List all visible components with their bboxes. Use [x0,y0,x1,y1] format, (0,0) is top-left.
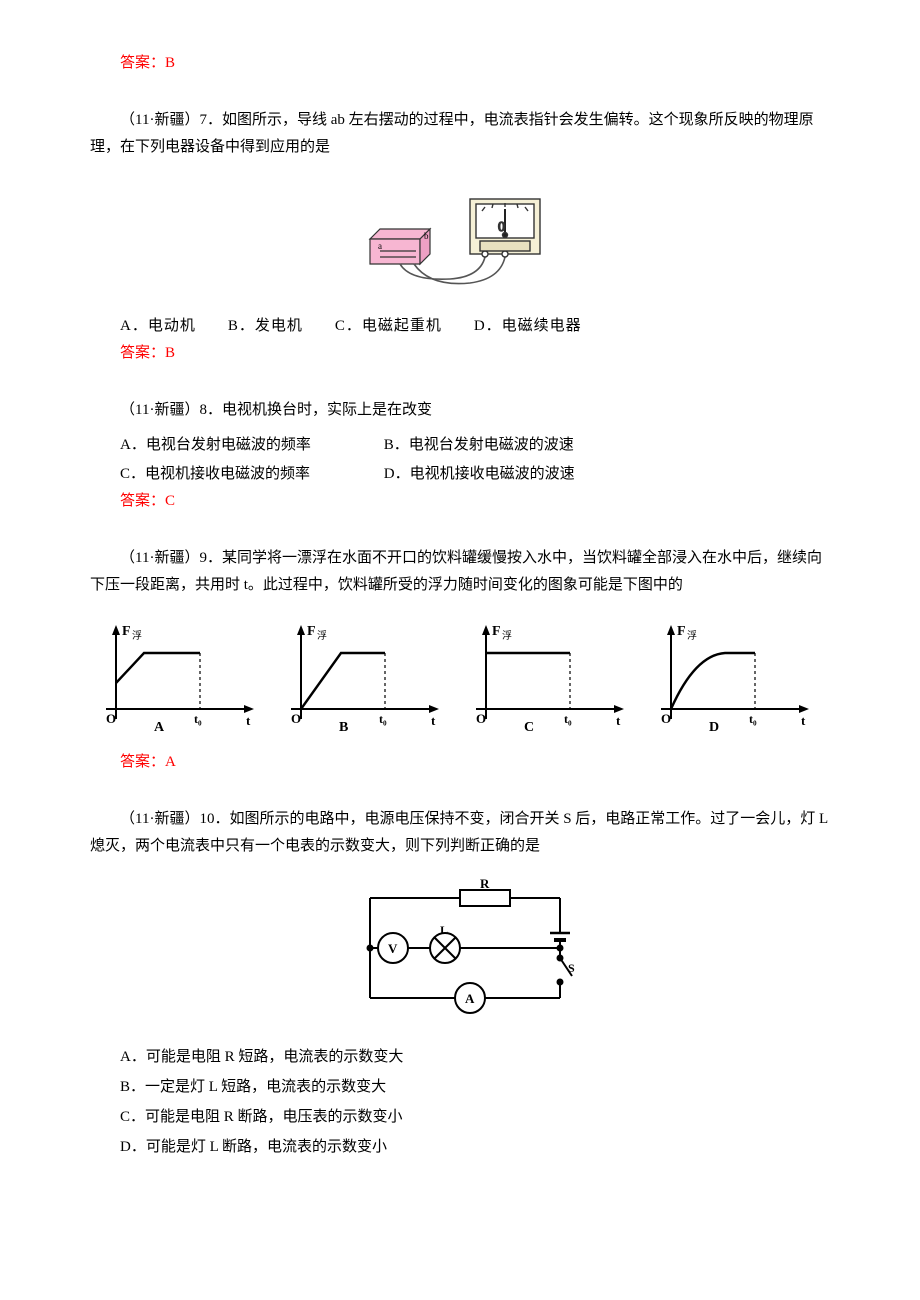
q10-stem: （11·新疆）10．如图所示的电路中，电源电压保持不变，闭合开关 S 后，电路正… [90,806,830,860]
q8-row1: A．电视台发射电磁波的频率 B．电视台发射电磁波的波速 [120,432,830,459]
q7-options: A．电动机 B．发电机 C．电磁起重机 D．电磁续电器 [120,313,830,340]
svg-text:t: t [801,713,806,728]
q8-stem: （11·新疆）8．电视机换台时，实际上是在改变 [90,397,830,424]
q10-opt-a: A．可能是电阻 R 短路，电流表的示数变大 [120,1042,830,1072]
q9-chart-b: F浮 O t t₀ B [285,619,450,739]
q10-options: A．可能是电阻 R 短路，电流表的示数变大 B．一定是灯 L 短路，电流表的示数… [120,1042,830,1162]
svg-text:F: F [492,624,501,639]
svg-text:V: V [388,941,398,956]
svg-text:0: 0 [498,220,505,235]
q10-opt-b: B．一定是灯 L 短路，电流表的示数变大 [120,1072,830,1102]
q10-opt-c: C．可能是电阻 R 断路，电压表的示数变小 [120,1102,830,1132]
q9-chart-a: F浮 O t t₀ A [100,619,265,739]
svg-text:F: F [122,624,131,639]
q10-circuit-svg: R V A L S [310,878,610,1018]
q8-row2: C．电视机接收电磁波的频率 D．电视机接收电磁波的波速 [120,461,830,488]
q7-diagram-svg: a b 0 [350,179,570,289]
svg-text:R: R [480,878,490,891]
svg-text:浮: 浮 [502,630,512,642]
label-a: a [378,241,382,251]
label-b: b [424,231,429,241]
svg-text:F: F [307,624,316,639]
q8-opt-c: C．电视机接收电磁波的频率 [120,461,380,488]
q8-opt-a: A．电视台发射电磁波的频率 [120,432,380,459]
svg-text:浮: 浮 [317,630,327,642]
svg-text:A: A [154,720,165,735]
svg-text:浮: 浮 [687,630,697,642]
svg-text:L: L [440,923,448,937]
q7-figure: a b 0 [90,179,830,299]
svg-text:D: D [709,720,719,735]
q7-answer: 答案：B [120,340,830,367]
svg-text:t₀: t₀ [564,712,572,726]
previous-answer: 答案：B [120,50,830,77]
svg-text:t₀: t₀ [749,712,757,726]
q9-answer: 答案：A [120,749,830,776]
svg-text:S: S [568,961,575,975]
svg-text:O: O [106,711,116,726]
svg-text:O: O [661,711,671,726]
svg-text:F: F [677,624,686,639]
q8-answer: 答案：C [120,488,830,515]
q9-charts: F浮 O t t₀ A F浮 O t t₀ B F浮 O t t₀ C [90,619,830,739]
svg-text:浮: 浮 [132,630,142,642]
q9-chart-d: F浮 O t t₀ D [655,619,820,739]
svg-text:C: C [524,720,534,735]
q8-opt-b: B．电视台发射电磁波的波速 [384,432,644,459]
q9-chart-c: F浮 O t t₀ C [470,619,635,739]
q10-figure: R V A L S [90,878,830,1028]
svg-text:t: t [246,713,251,728]
q8-opt-d: D．电视机接收电磁波的波速 [384,461,644,488]
svg-text:t₀: t₀ [194,712,202,726]
svg-text:B: B [339,720,348,735]
svg-text:t₀: t₀ [379,712,387,726]
svg-text:O: O [476,711,486,726]
svg-text:A: A [465,991,475,1006]
q10-opt-d: D．可能是灯 L 断路，电流表的示数变小 [120,1132,830,1162]
svg-text:t: t [616,713,621,728]
q7-stem: （11·新疆）7．如图所示，导线 ab 左右摆动的过程中，电流表指针会发生偏转。… [90,107,830,161]
svg-text:t: t [431,713,436,728]
q9-stem: （11·新疆）9．某同学将一漂浮在水面不开口的饮料罐缓慢按入水中，当饮料罐全部浸… [90,545,830,599]
svg-text:O: O [291,711,301,726]
